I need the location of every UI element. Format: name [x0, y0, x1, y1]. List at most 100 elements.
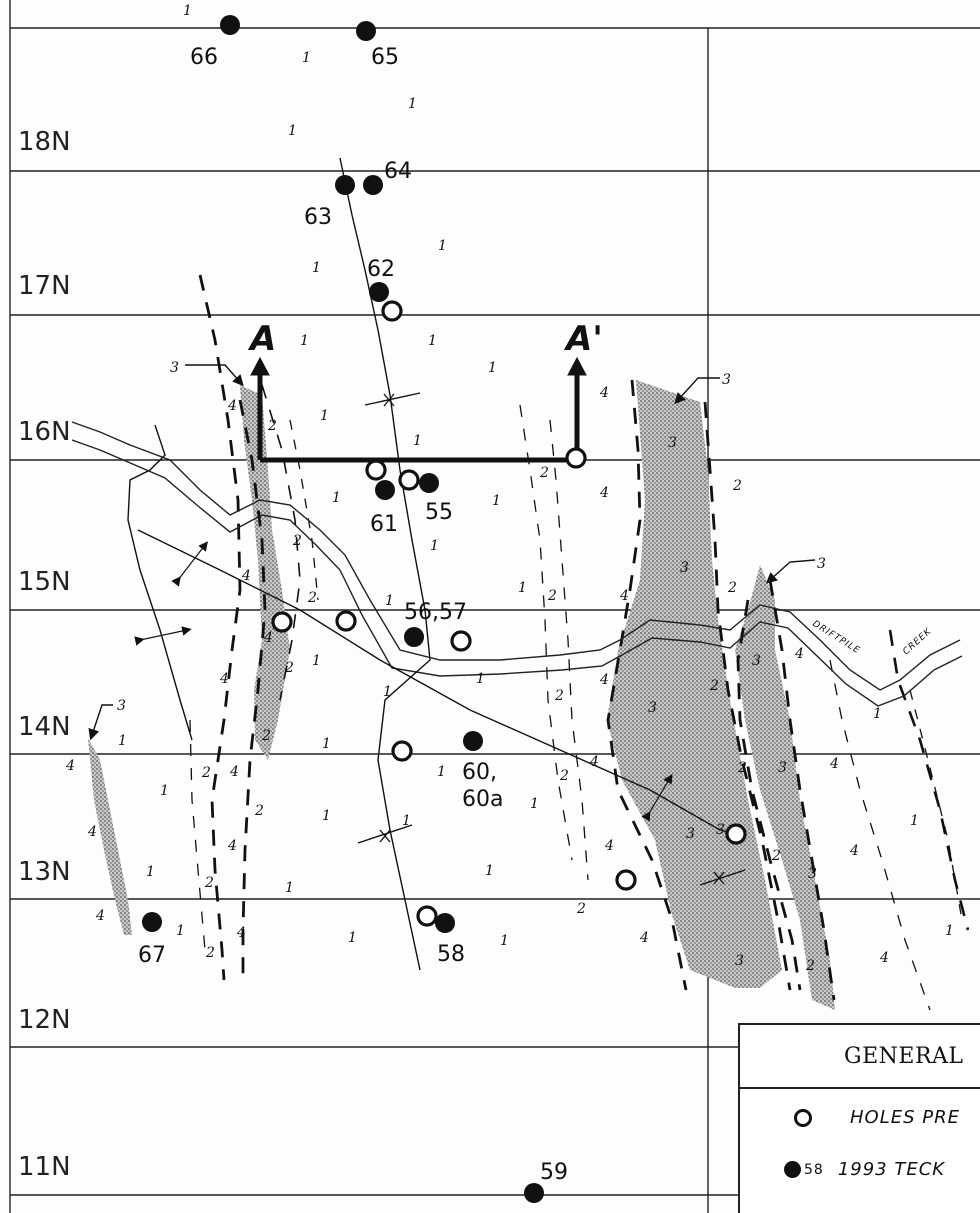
svg-text:1: 1	[485, 863, 494, 879]
svg-text:1: 1	[437, 764, 446, 780]
legend-row-1993-holes: 58 1993 TECK	[784, 1159, 945, 1180]
svg-text:3: 3	[686, 826, 695, 842]
previous-holes	[271, 300, 747, 927]
hole-label-67: 67	[138, 943, 166, 968]
legend-title: GENERAL	[740, 1025, 980, 1089]
cross-section-line	[250, 356, 587, 463]
svg-text:1: 1	[118, 733, 127, 749]
svg-text:2: 2	[201, 765, 211, 781]
hole-67	[142, 912, 162, 932]
svg-text:4: 4	[227, 838, 237, 854]
svg-text:2: 2	[576, 901, 586, 917]
svg-text:4: 4	[589, 754, 599, 770]
svg-text:1: 1	[476, 671, 485, 687]
hole-62	[369, 282, 389, 302]
svg-text:1: 1	[530, 796, 539, 812]
hole-60	[463, 731, 483, 751]
unit-numbers: 111 111 1 11 111 111 111 111 11 1 111 111 …	[65, 3, 954, 974]
holes-1993	[142, 15, 544, 1203]
unit-3-west-band	[240, 385, 290, 760]
previous-hole	[335, 610, 357, 632]
previous-hole	[381, 300, 403, 322]
previous-hole	[416, 905, 438, 927]
hole-label-59: 59	[540, 1160, 568, 1185]
stippled-units	[88, 380, 835, 1010]
svg-text:3: 3	[648, 700, 657, 716]
svg-text:1: 1	[300, 333, 309, 349]
grid-label-18n: 18N	[18, 127, 71, 157]
hole-label-61: 61	[370, 512, 398, 537]
svg-text:1: 1	[320, 408, 329, 424]
legend-text-previous: HOLES PRE	[850, 1107, 960, 1128]
hole-66	[220, 15, 240, 35]
svg-text:1: 1	[383, 684, 392, 700]
svg-text:1: 1	[322, 736, 331, 752]
svg-text:3: 3	[668, 435, 677, 451]
svg-text:1: 1	[910, 813, 919, 829]
svg-text:4: 4	[599, 672, 609, 688]
svg-text:4: 4	[219, 671, 229, 687]
callout-3: 3	[170, 360, 179, 376]
hole-label-63: 63	[304, 205, 332, 230]
grid-label-14n: 14N	[18, 712, 71, 742]
svg-text:1: 1	[438, 238, 447, 254]
svg-text:3: 3	[680, 560, 689, 576]
svg-text:4: 4	[599, 485, 609, 501]
svg-text:2: 2	[771, 848, 781, 864]
callout-3: 3	[817, 556, 826, 572]
svg-text:1: 1	[176, 923, 185, 939]
svg-text:1: 1	[332, 490, 341, 506]
svg-text:2: 2	[732, 478, 742, 494]
svg-text:1: 1	[413, 433, 422, 449]
svg-text:2: 2	[805, 958, 815, 974]
svg-text:3: 3	[778, 760, 787, 776]
grid-label-12n: 12N	[18, 1005, 71, 1035]
legend-number: 58	[804, 1161, 824, 1178]
svg-text:2: 2	[292, 533, 302, 549]
svg-text:2: 2	[204, 875, 214, 891]
svg-text:1: 1	[322, 808, 331, 824]
svg-text:3: 3	[752, 653, 761, 669]
svg-text:1: 1	[285, 880, 294, 896]
grid-label-16n: 16N	[18, 417, 71, 447]
previous-hole	[615, 869, 637, 891]
svg-text:1: 1	[312, 653, 321, 669]
svg-text:2: 2	[284, 660, 294, 676]
svg-text:4: 4	[599, 385, 609, 401]
hole-label-62: 62	[367, 257, 395, 282]
svg-text:4: 4	[879, 950, 889, 966]
legend-text-1993: 1993 TECK	[837, 1159, 946, 1180]
section-label-a-prime: A'	[563, 319, 603, 359]
legend-box: GENERAL HOLES PRE 58 1993 TECK	[738, 1023, 980, 1213]
svg-text:3: 3	[716, 822, 725, 838]
svg-text:4: 4	[236, 925, 246, 941]
hole-label-56-57: 56,57	[404, 600, 467, 625]
svg-text:2: 2	[205, 945, 215, 961]
fault-cross-marks	[379, 393, 725, 885]
svg-text:4: 4	[241, 568, 251, 584]
unit-callouts	[88, 364, 816, 741]
callout-3: 3	[117, 698, 126, 714]
hole-label-55: 55	[425, 500, 453, 525]
svg-text:1: 1	[312, 260, 321, 276]
hole-64	[363, 175, 383, 195]
svg-text:1: 1	[183, 3, 192, 19]
filled-circle-icon	[784, 1161, 801, 1178]
svg-text:4: 4	[849, 843, 859, 859]
svg-text:1: 1	[500, 933, 509, 949]
svg-text:2: 2	[727, 580, 737, 596]
unit-3-east-narrow-band	[735, 565, 835, 1010]
dashed-contacts	[189, 274, 970, 1011]
hole-label-66: 66	[190, 45, 218, 70]
svg-text:1: 1	[430, 538, 439, 554]
grid-label-13n: 13N	[18, 857, 71, 887]
hole-56-57	[404, 627, 424, 647]
svg-text:2: 2	[554, 688, 564, 704]
hole-63	[335, 175, 355, 195]
hole-label-64: 64	[384, 159, 412, 184]
svg-text:1: 1	[402, 813, 411, 829]
svg-text:4: 4	[619, 588, 629, 604]
svg-text:2: 2	[547, 588, 557, 604]
